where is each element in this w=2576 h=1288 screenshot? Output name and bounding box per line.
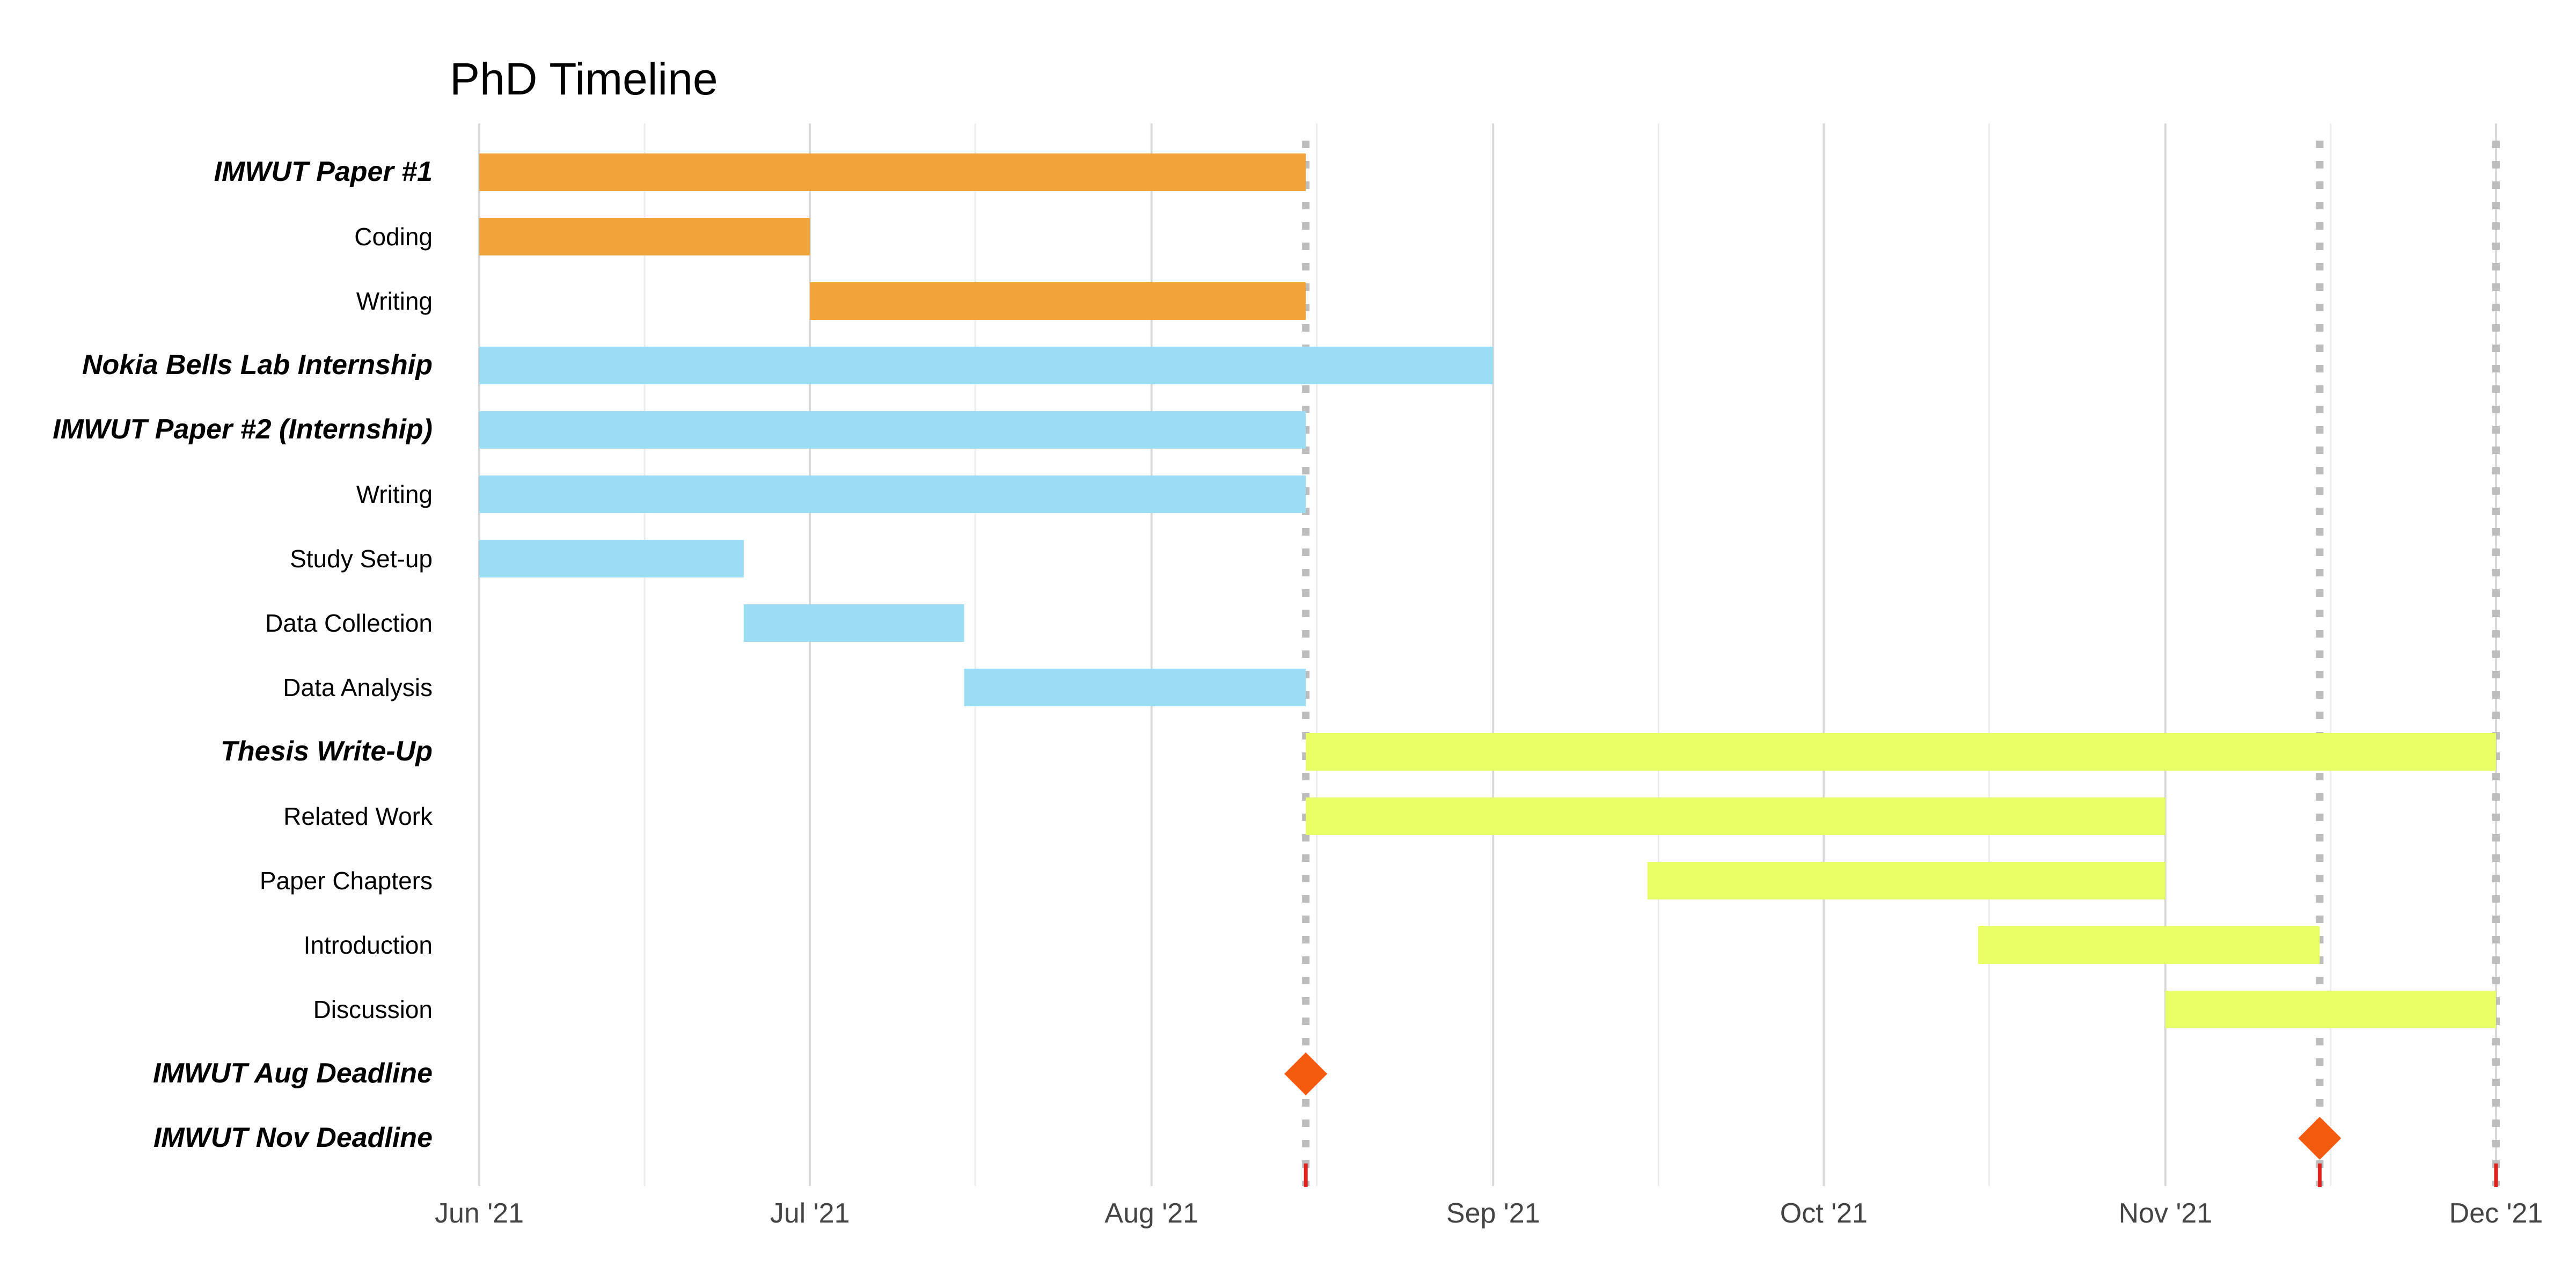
task-label: Introduction [304, 931, 433, 959]
task-bars [479, 153, 2496, 1160]
x-tick-label: Nov '21 [2119, 1198, 2213, 1229]
task-label: Data Analysis [283, 674, 433, 701]
task-label: Data Collection [265, 609, 433, 637]
milestone-diamond [1284, 1052, 1328, 1095]
deadline-lines [1302, 141, 2500, 1187]
task-bar [479, 347, 1494, 384]
x-tick-label: Jun '21 [435, 1198, 524, 1229]
task-bar [479, 153, 1306, 191]
task-bar [964, 669, 1306, 706]
x-tick-label: Dec '21 [2449, 1198, 2543, 1229]
task-bar [479, 411, 1306, 449]
x-tick-label: Jul '21 [770, 1198, 850, 1229]
task-label: Discussion [313, 996, 433, 1023]
milestone-diamond [2298, 1117, 2341, 1160]
chart-title: PhD Timeline [450, 54, 718, 104]
task-label: Coding [354, 223, 433, 251]
task-bar [479, 475, 1306, 513]
task-bar [479, 540, 744, 577]
task-bar [1978, 926, 2320, 964]
task-bar [2165, 991, 2496, 1028]
milestone-label: IMWUT Nov Deadline [153, 1122, 433, 1153]
task-label: Thesis Write-Up [221, 736, 433, 767]
x-tick-label: Aug '21 [1104, 1198, 1198, 1229]
task-label: Paper Chapters [260, 867, 433, 895]
task-label: Nokia Bells Lab Internship [82, 349, 433, 380]
task-bar [810, 282, 1306, 320]
task-label: Writing [356, 480, 433, 508]
task-label: Related Work [283, 802, 433, 830]
x-axis-ticks: Jun '21 Jul '21 Aug '21 Sep '21 Oct '21 Nov '… [435, 1198, 2543, 1229]
task-label: IMWUT Paper #2 (Internship) [53, 414, 433, 445]
x-tick-label: Sep '21 [1446, 1198, 1540, 1229]
task-label: IMWUT Paper #1 [214, 156, 433, 187]
task-bar [1647, 862, 2165, 899]
milestone-label: IMWUT Aug Deadline [153, 1058, 433, 1089]
task-label: Writing [356, 287, 433, 315]
task-labels: IMWUT Paper #1 Coding Writing Nokia Bells L… [53, 156, 433, 1153]
x-tick-label: Oct '21 [1780, 1198, 1868, 1229]
task-label: Study Set-up [290, 545, 433, 573]
task-bar [743, 604, 964, 642]
task-bar [1306, 733, 2496, 771]
task-bar [479, 218, 810, 255]
task-bar [1306, 797, 2165, 835]
